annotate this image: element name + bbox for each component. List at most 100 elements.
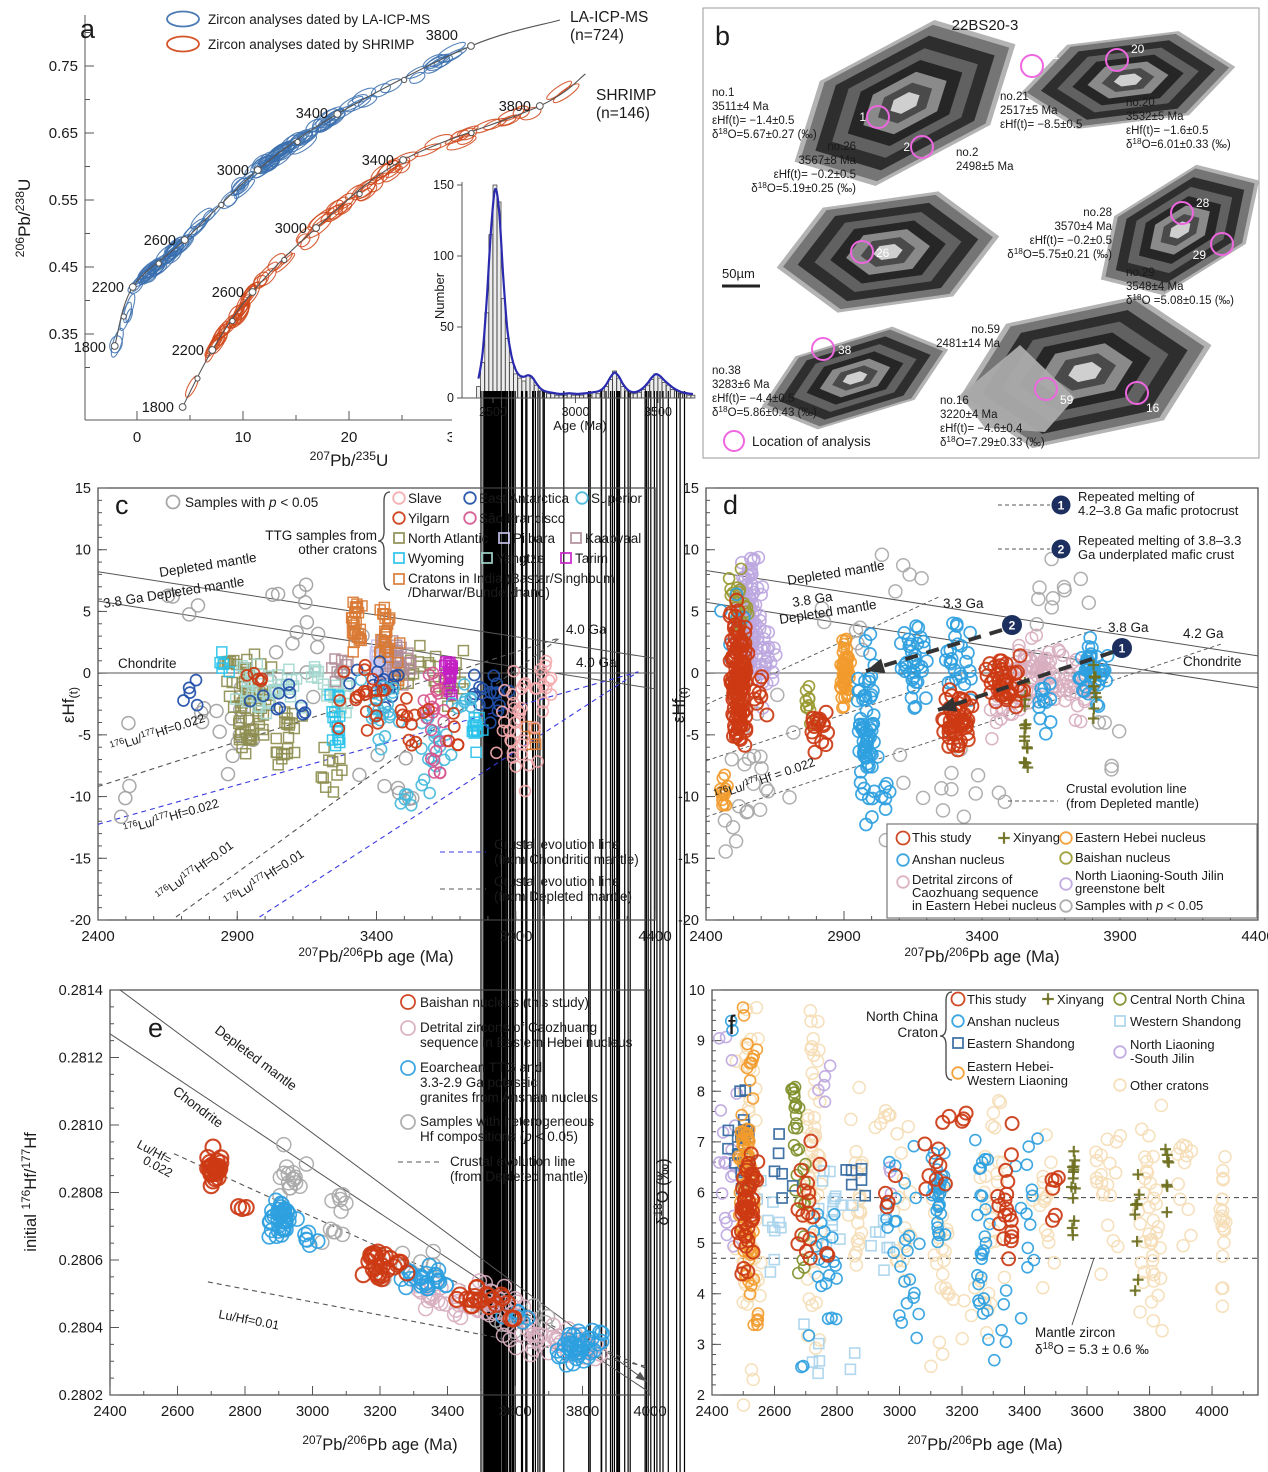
data-point-anshan: [944, 675, 959, 689]
data-point-other-cratons: [1155, 1324, 1169, 1338]
data-point-tarim: [446, 688, 458, 701]
concordia-age-marker: [399, 156, 408, 164]
data-point-other-cratons: [938, 1244, 952, 1258]
data-point-slave: [536, 705, 550, 718]
zircon-error-ellipse: [406, 65, 429, 79]
concordia-age-marker: [120, 313, 127, 320]
data-point-central-north-china: [789, 1117, 803, 1130]
data-point-western-shandong: [775, 1221, 787, 1234]
data-point-india: [380, 628, 392, 641]
data-point-anshan-ttg: [429, 1273, 445, 1289]
legend-marker: [392, 511, 406, 525]
label: Craton: [897, 1025, 938, 1040]
data-point-eastern-hebei: [837, 637, 851, 651]
data-point-north-atlantic: [283, 719, 296, 731]
data-point-this-study: [803, 1133, 819, 1149]
data-point-other-cratons: [988, 1234, 1003, 1248]
data-point-anshan: [971, 1208, 984, 1222]
zircon-error-ellipse: [109, 335, 123, 354]
label: Repeated melting of: [1078, 489, 1195, 504]
data-point-north-atlantic: [265, 661, 278, 673]
data-point-yangtze: [312, 665, 325, 678]
series-this-study: [722, 592, 1032, 760]
data-point-this-study: [732, 732, 748, 747]
histogram-bar: [550, 393, 556, 399]
data-point-central-north-china: [796, 1253, 810, 1267]
zircon-annotation: εHf(t)= −1.6±0.5: [1126, 125, 1208, 137]
label: e: [148, 1013, 163, 1043]
data-point-this-study: [794, 1227, 810, 1243]
data-point-anshan: [1022, 1140, 1035, 1153]
data-point-kaapvaal: [404, 663, 417, 675]
data-point-yilgarn: [416, 706, 430, 719]
data-point-samples-p005: [190, 598, 206, 613]
data-point-samples-p005: [728, 834, 744, 849]
label: Slave: [408, 491, 442, 506]
data-point-yangtze: [317, 678, 330, 690]
data-point-wyoming: [467, 720, 479, 732]
data-point-anshan: [1020, 1158, 1034, 1171]
data-point-central-north-china: [787, 1138, 801, 1152]
label: Yangtze: [496, 551, 545, 566]
data-point-yilgarn: [255, 672, 269, 686]
data-point-anshan-ttg: [270, 1206, 287, 1223]
data-point-this-study: [1003, 1147, 1019, 1163]
x-tick-label: 3800: [1133, 1403, 1166, 1420]
data-point-this-study: [878, 1185, 893, 1201]
data-point-anshan: [909, 1191, 923, 1205]
data-point-yangtze: [254, 701, 266, 713]
zircon-error-ellipse: [413, 143, 442, 158]
data-point-east-antarctica: [502, 684, 516, 698]
data-point-this-study: [956, 1111, 971, 1127]
data-point-detrital-caozhuang: [452, 1309, 469, 1326]
data-point-samples-p005: [270, 586, 286, 602]
sample-id: 22BS20-3: [952, 17, 1019, 34]
data-point-other-cratons: [1108, 1165, 1123, 1180]
data-point-eastern-shandong: [845, 1178, 858, 1191]
legend-number-badge: [1051, 539, 1071, 559]
data-point-baishan: [800, 701, 813, 714]
data-point-other-cratons: [1146, 1213, 1161, 1228]
data-point-samples-p005: [1057, 582, 1072, 598]
label: other cratons: [298, 542, 377, 557]
data-point-other-cratons: [1103, 1156, 1117, 1171]
data-point-other-cratons: [852, 1080, 866, 1095]
label: Samples with p < 0.05: [1075, 898, 1203, 913]
data-point-north-atlantic: [239, 747, 252, 760]
data-point-baishan: [734, 562, 748, 576]
data-point-this-study: [978, 661, 994, 677]
data-point-anshan: [862, 671, 876, 686]
data-point-other-cratons: [1137, 1265, 1152, 1279]
data-point-anshan: [865, 791, 880, 806]
y-tick-label: -20: [70, 913, 91, 929]
label: Xinyang: [1057, 992, 1104, 1007]
data-point-yilgarn: [360, 724, 374, 737]
data-point-anshan: [934, 1207, 948, 1220]
data-point-this-study: [805, 1209, 821, 1225]
legend-marker: [400, 1020, 416, 1036]
data-point-samples-p005: [935, 803, 951, 818]
data-point-other-cratons: [1179, 1148, 1194, 1163]
data-point-samples-p005: [352, 767, 367, 783]
data-point-anshan: [906, 680, 921, 695]
data-point-other-cratons: [973, 1170, 987, 1185]
x-tick-label: 2600: [161, 1403, 194, 1420]
data-point-this-study: [946, 724, 962, 740]
y-tick-label: 10: [683, 543, 699, 559]
y-tick-label: 0.2802: [59, 1388, 103, 1404]
data-point-samples-p005: [944, 765, 959, 781]
data-point-other-cratons: [1047, 1255, 1061, 1270]
data-point-north-atlantic: [235, 711, 247, 724]
data-point-slave: [498, 683, 512, 697]
concordia-age-marker: [248, 288, 257, 296]
label: (n=724): [570, 27, 624, 44]
data-point-east-antarctica: [189, 673, 203, 687]
data-point-anshan: [908, 1286, 921, 1300]
data-point-north-atlantic: [327, 786, 340, 798]
data-point-yilgarn: [371, 716, 385, 730]
data-point-north-liaoning-south-jilin: [720, 1216, 733, 1229]
legend-marker: [1059, 899, 1073, 913]
data-point-other-cratons: [1136, 1186, 1151, 1200]
zircon-bright-patch: [960, 345, 1075, 432]
x-tick-label: 3800: [566, 1403, 599, 1420]
